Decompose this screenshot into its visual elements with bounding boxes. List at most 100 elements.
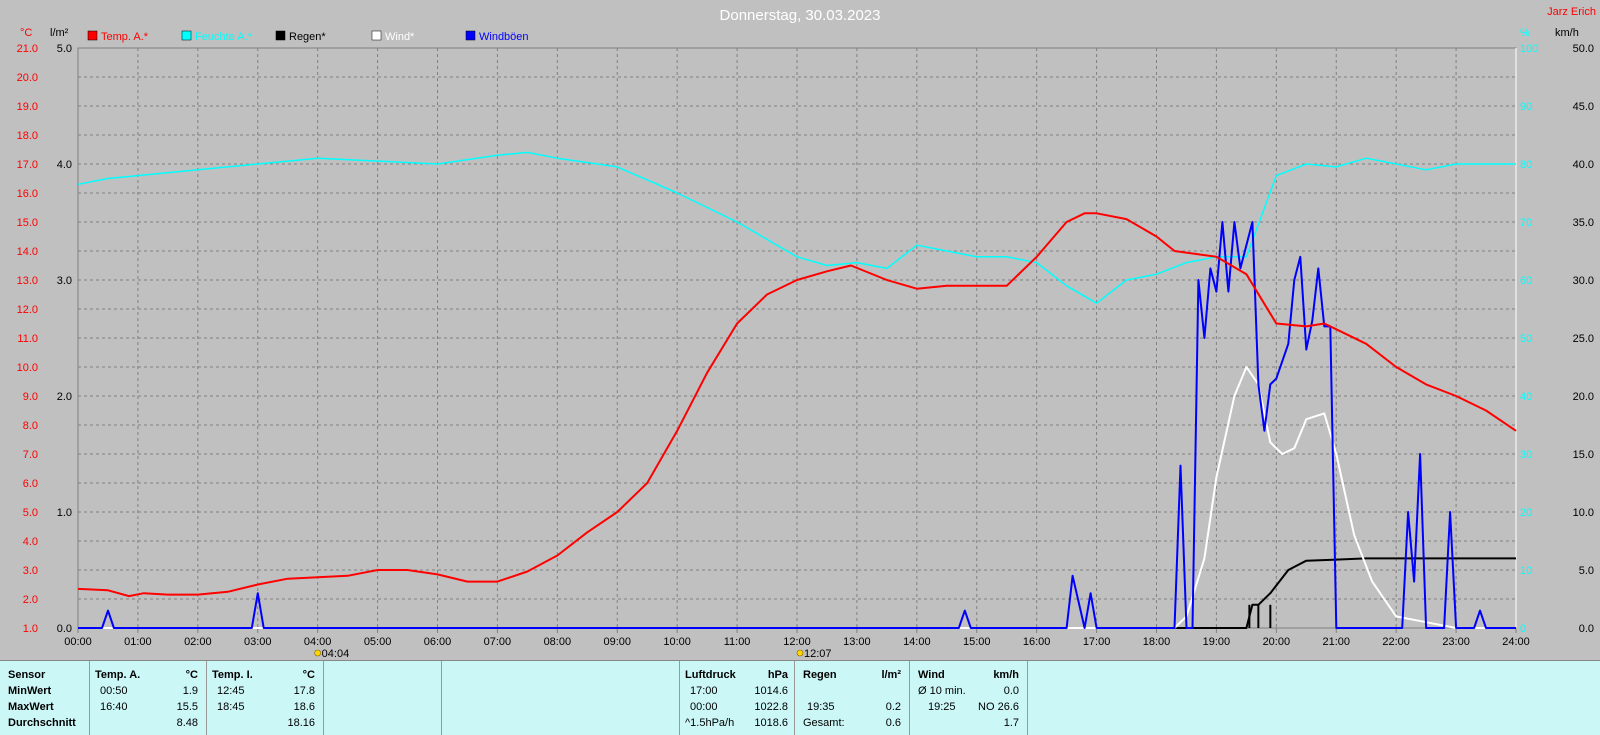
legend: Temp. A.* Feuchte A.* Regen* Wind* Windböen xyxy=(87,30,529,43)
stats-time: 18:45 xyxy=(217,701,245,713)
temp-tick-label: 10.0 xyxy=(17,362,38,374)
x-tick-label: 24:00 xyxy=(1502,636,1530,648)
stats-panel: Sensor MinWert MaxWert Durchschnitt Temp… xyxy=(0,660,1600,735)
temp-tick-label: 14.0 xyxy=(17,246,38,258)
stats-value: 0.2 xyxy=(885,701,901,713)
stats-unit: °C xyxy=(185,669,198,681)
station-name: Jarz Erich xyxy=(1547,6,1596,18)
legend-swatch xyxy=(465,30,476,41)
stats-value: 17.8 xyxy=(293,685,315,697)
x-tick-label: 04:00 xyxy=(304,636,332,648)
series-line-wind xyxy=(78,366,1516,629)
legend-label: Windböen xyxy=(479,31,529,43)
sunrise-icon xyxy=(314,649,321,657)
temp-tick-label: 5.0 xyxy=(23,507,38,519)
legend-label: Feuchte A.* xyxy=(195,31,253,43)
temp-tick-label: 13.0 xyxy=(17,275,38,287)
x-tick-label: 17:00 xyxy=(1083,636,1111,648)
x-tick-label: 05:00 xyxy=(364,636,392,648)
hum-tick-label: 20 xyxy=(1520,507,1532,519)
stats-col-empty xyxy=(324,661,442,735)
x-tick-label: 21:00 xyxy=(1322,636,1350,648)
stats-time: 19:35 xyxy=(807,701,835,713)
sunset-icon xyxy=(796,649,804,657)
series-line-hum xyxy=(77,151,1516,304)
x-tick-label: 10:00 xyxy=(663,636,691,648)
stats-col-temp-a: Temp. A. °C 00:50 1.9 16:40 15.5 8.48 xyxy=(90,661,207,735)
x-tick-label: 23:00 xyxy=(1442,636,1470,648)
x-tick-label: 07:00 xyxy=(484,636,512,648)
rain-tick-label: 3.0 xyxy=(57,275,72,287)
temp-tick-label: 17.0 xyxy=(17,159,38,171)
sunset-label: 12:07 xyxy=(804,648,832,660)
stats-time: Ø 10 min. xyxy=(918,685,966,697)
stats-value: 18.16 xyxy=(287,717,315,729)
rain-tick-label: 4.0 xyxy=(57,159,72,171)
temp-tick-label: 9.0 xyxy=(23,391,38,403)
stats-time: Gesamt: xyxy=(803,717,845,729)
stats-row-label: MaxWert xyxy=(8,701,54,713)
wind-tick-label: 35.0 xyxy=(1573,217,1594,229)
stats-value: 1014.6 xyxy=(754,685,788,697)
stats-header: Regen xyxy=(803,669,837,681)
temp-tick-label: 3.0 xyxy=(23,565,38,577)
stats-time: 19:25 xyxy=(928,701,956,713)
x-tick-label: 15:00 xyxy=(963,636,991,648)
x-tick-label: 18:00 xyxy=(1143,636,1171,648)
rain-tick-label: 1.0 xyxy=(57,507,72,519)
hum-tick-label: 10 xyxy=(1520,565,1532,577)
hum-tick-label: 30 xyxy=(1520,449,1532,461)
temp-tick-label: 7.0 xyxy=(23,449,38,461)
wind-tick-label: 40.0 xyxy=(1573,159,1594,171)
stats-header: Luftdruck xyxy=(685,669,736,681)
wind-tick-label: 10.0 xyxy=(1573,507,1594,519)
stats-time: 00:50 xyxy=(100,685,128,697)
x-tick-label: 16:00 xyxy=(1023,636,1051,648)
temp-tick-label: 19.0 xyxy=(17,101,38,113)
stats-col-sensor: Sensor MinWert MaxWert Durchschnitt xyxy=(0,661,90,735)
stats-header: Sensor xyxy=(8,669,46,681)
x-tick-label: 01:00 xyxy=(124,636,152,648)
stats-unit: l/m² xyxy=(881,669,901,681)
hum-tick-label: 80 xyxy=(1520,159,1532,171)
stats-time: 17:00 xyxy=(690,685,718,697)
x-tick-label: 09:00 xyxy=(603,636,631,648)
temp-tick-label: 1.0 xyxy=(23,623,38,635)
wind-tick-label: 15.0 xyxy=(1573,449,1594,461)
legend-swatch xyxy=(181,30,192,41)
stats-row-label: Durchschnitt xyxy=(8,717,76,729)
hum-unit: % xyxy=(1520,27,1530,39)
stats-unit: km/h xyxy=(993,669,1019,681)
hum-tick-label: 60 xyxy=(1520,275,1532,287)
axes: 00:00 01:00 02:00 03:00 04:00 05:00 06:00 07:00… xyxy=(17,43,1594,648)
stats-value: 1018.6 xyxy=(754,717,788,729)
stats-value: 1.7 xyxy=(1003,717,1019,729)
x-tick-label: 13:00 xyxy=(843,636,871,648)
stats-value: 0.6 xyxy=(885,717,901,729)
stats-time: ^1.5hPa/h xyxy=(685,717,735,729)
stats-time: 00:00 xyxy=(690,701,718,713)
rain-unit: l/m² xyxy=(50,27,69,39)
wind-tick-label: 50.0 xyxy=(1573,43,1594,55)
stats-header: Wind xyxy=(918,669,945,681)
x-tick-label: 20:00 xyxy=(1263,636,1291,648)
temp-tick-label: 18.0 xyxy=(17,130,38,142)
x-tick-label: 12:00 xyxy=(783,636,811,648)
rain-tick-label: 5.0 xyxy=(57,43,72,55)
x-tick-label: 11:00 xyxy=(724,636,751,648)
x-tick-label: 00:00 xyxy=(64,636,92,648)
grid xyxy=(78,48,1516,628)
temp-tick-label: 20.0 xyxy=(17,72,38,84)
legend-label: Wind* xyxy=(385,31,415,43)
wind-tick-label: 25.0 xyxy=(1573,333,1594,345)
stats-col-empty xyxy=(442,661,680,735)
hum-tick-label: 50 xyxy=(1520,333,1532,345)
legend-swatch xyxy=(275,30,286,41)
wind-tick-label: 30.0 xyxy=(1573,275,1594,287)
temp-tick-label: 12.0 xyxy=(17,304,38,316)
hum-tick-label: 100 xyxy=(1520,43,1538,55)
legend-swatch xyxy=(371,30,382,41)
x-tick-label: 03:00 xyxy=(244,636,272,648)
stats-time: 12:45 xyxy=(217,685,245,697)
legend-label: Temp. A.* xyxy=(101,31,149,43)
